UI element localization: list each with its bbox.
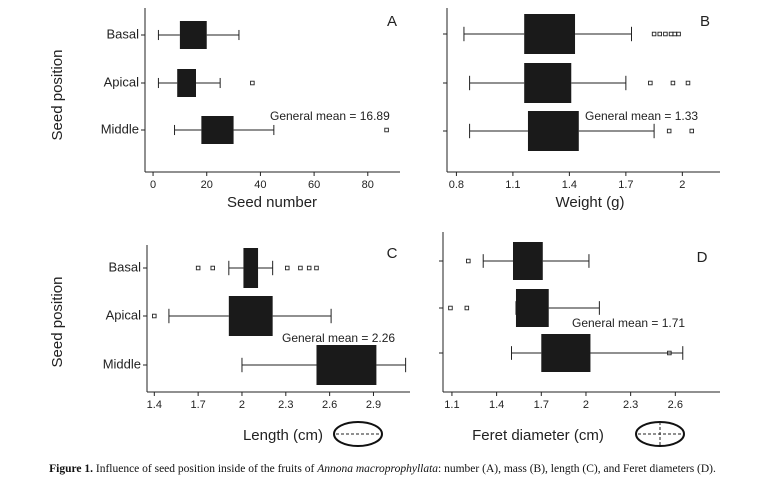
box (316, 345, 377, 385)
box (228, 296, 273, 336)
y-tick-label: Basal (108, 259, 141, 274)
panel-letter: B (700, 13, 710, 30)
x-axis-label: Seed number (227, 194, 317, 211)
y-axis-label: Seed position (49, 277, 66, 368)
outlier (466, 258, 471, 264)
outlier (685, 80, 691, 86)
outlier (667, 350, 672, 356)
panel-letter: C (387, 245, 398, 262)
x-tick-label: 60 (308, 179, 320, 191)
box (512, 242, 543, 280)
outlier (210, 265, 215, 271)
x-axis-label: Weight (g) (556, 194, 625, 211)
outlier (676, 31, 681, 37)
outlier (689, 128, 695, 134)
outlier (663, 31, 668, 37)
x-tick-label: 2.3 (623, 399, 638, 411)
box (524, 63, 572, 103)
x-tick-label: 2.3 (278, 399, 293, 411)
x-tick-label: 40 (254, 179, 266, 191)
y-axis-label: Seed position (49, 50, 66, 141)
caption: Figure 1. Influence of seed position ins… (10, 461, 755, 477)
outlier (306, 265, 312, 271)
outlier (648, 80, 653, 86)
x-tick-label: 80 (362, 179, 374, 191)
outlier (448, 305, 453, 311)
caption-label: Figure 1. (49, 463, 93, 475)
x-tick-label: 2.9 (366, 399, 381, 411)
y-tick-label: Middle (103, 356, 141, 371)
box (179, 21, 207, 49)
x-tick-label: 1.4 (489, 399, 504, 411)
annotation: General mean = 16.89 (270, 109, 390, 123)
x-tick-label: 2 (583, 399, 589, 411)
x-tick-label: 2.6 (322, 399, 337, 411)
x-tick-label: 2 (239, 399, 245, 411)
y-tick-label: Apical (106, 307, 142, 322)
caption-species: Annona macroprophyllata (317, 463, 439, 475)
outlier (250, 80, 255, 86)
length-icon (333, 421, 383, 447)
outlier (666, 128, 672, 134)
outlier (384, 127, 389, 133)
x-axis-label: Feret diameter (cm) (472, 427, 604, 444)
x-tick-label: 0.8 (449, 179, 464, 191)
outlier (668, 31, 674, 37)
x-tick-label: 2 (679, 179, 685, 191)
outlier (670, 80, 676, 86)
x-tick-label: 0 (150, 179, 156, 191)
outlier (672, 31, 678, 37)
x-axis-label: Length (cm) (243, 427, 323, 444)
outlier (195, 265, 201, 271)
annotation: General mean = 2.26 (282, 331, 395, 345)
outlier (285, 265, 290, 271)
outlier (298, 265, 303, 271)
annotation: General mean = 1.33 (585, 109, 698, 123)
panel-letter: A (387, 13, 397, 30)
outlier (651, 31, 657, 37)
x-tick-label: 1.1 (505, 179, 520, 191)
panel-letter: D (697, 249, 708, 266)
box (515, 289, 549, 327)
outlier (314, 265, 319, 271)
x-tick-label: 1.7 (618, 179, 633, 191)
outlier (152, 313, 157, 319)
x-tick-label: 1.1 (444, 399, 459, 411)
caption-text: Influence of seed position inside of the… (95, 463, 318, 475)
x-tick-label: 1.4 (147, 399, 162, 411)
figure: 0 20 40 60 80 Seed number Seed position A Genera… (49, 8, 720, 447)
y-tick-label: Basal (106, 26, 139, 41)
box (177, 69, 196, 97)
x-tick-label: 1.7 (190, 399, 205, 411)
caption-text: : number (A), mass (B), length (C), and … (438, 463, 716, 475)
box (243, 248, 259, 288)
y-tick-label: Apical (104, 74, 140, 89)
outlier (657, 31, 663, 37)
outlier (464, 305, 470, 311)
x-tick-label: 20 (201, 179, 213, 191)
x-tick-label: 1.4 (562, 179, 577, 191)
x-tick-label: 1.7 (534, 399, 549, 411)
y-tick-label: Middle (101, 121, 139, 136)
box (201, 116, 234, 144)
annotation: General mean = 1.71 (572, 316, 685, 330)
x-tick-label: 2.6 (668, 399, 683, 411)
box (524, 14, 576, 54)
box (527, 111, 579, 151)
box (541, 334, 591, 372)
